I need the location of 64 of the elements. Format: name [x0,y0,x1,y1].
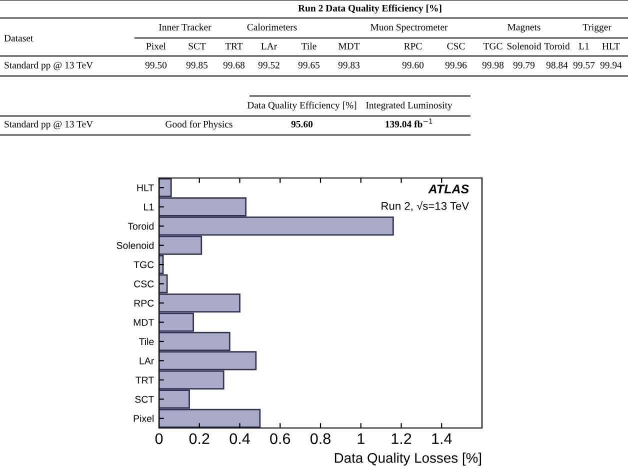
text: HLT [602,42,620,50]
text: 99.98 [482,62,504,68]
text: Magnets [508,24,540,32]
text: Standard pp @ 13 TeV [4,120,93,130]
text: Good for Physics [166,120,232,130]
x-tick-label: 0.8 [310,433,330,444]
text: TRT [225,42,243,50]
text: 99.57 [573,62,595,68]
text: Toroid [544,42,570,50]
text: Calorimeters [247,24,297,30]
x-tick-label: 1.4 [432,433,452,444]
text: Solenoid [507,42,542,50]
x-tick-label: 1.2 [392,433,412,444]
y-tick-label: Tile [139,338,154,346]
text: Pixel [146,42,166,50]
y-tick-label: TGC [134,261,154,268]
annotation: ATLAS [428,184,469,194]
text: 99.68 [223,62,245,68]
text: L1 [578,42,589,50]
text: 98.84 [546,62,568,68]
text: 99.85 [186,62,208,68]
y-tick-label: TRT [136,376,154,384]
text: Data Quality Efficiency [%] [247,102,356,110]
text: Muon Spectrometer [370,24,448,32]
x-tick-label: 0.2 [189,433,210,444]
text: 99.83 [338,62,360,68]
text: 99.79 [513,62,535,68]
y-tick-label: RPC [134,300,154,307]
text: RPC [404,42,422,50]
text: MDT [338,42,360,50]
text: 99.96 [445,62,467,68]
y-tick-label: Pixel [134,414,154,422]
text: 99.65 [298,62,320,68]
text: CSC [447,42,465,50]
text: Trigger [582,24,612,32]
text: LAr [261,42,278,50]
x-tick-label: 1 [358,433,364,444]
text: Tile [302,42,316,50]
text: 99.50 [145,62,167,68]
y-tick-label: L1 [144,204,154,210]
y-tick-label: HLT [137,184,154,192]
y-tick-label: LAr [140,358,154,364]
y-tick-label: CSC [134,280,154,288]
x-tick-label: 0.6 [270,433,290,444]
annotation: Run 2, √s=13 TeV [382,201,470,212]
text: 99.94 [600,62,622,68]
y-tick-label: Solenoid [116,242,154,249]
text: Inner Tracker [159,24,212,30]
y-tick-label: SCT [135,396,154,403]
text: Standard pp @ 13 TeV [4,62,93,70]
text: 99.60 [402,62,424,68]
text: 99.52 [258,62,280,68]
text: Dataset [4,34,34,42]
y-tick-label: MDT [134,319,154,326]
text: TGC [483,42,502,50]
text: Integrated Luminosity [366,102,452,110]
text: 95.60 [291,120,313,128]
x-axis-title: Data Quality Losses [%] [334,452,482,466]
y-tick-label: Toroid [128,222,154,230]
x-tick-label: 0.4 [230,433,250,444]
x-tick-label: 0 [155,433,163,444]
text: SCT [188,42,206,50]
text: Run 2 Data Quality Efficiency [%] [298,4,442,14]
text: 139.04 fb$^{−1}$ [386,118,432,128]
